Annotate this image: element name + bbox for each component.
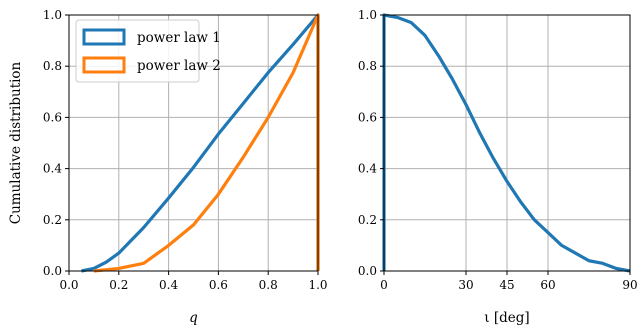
x-tick-label: 45 bbox=[499, 278, 514, 292]
y-tick-label: 0.4 bbox=[358, 162, 377, 176]
x-tick-label: 0 bbox=[380, 278, 388, 292]
y-tick-label: 0.8 bbox=[43, 59, 62, 73]
legend-swatch-2 bbox=[82, 56, 126, 74]
series-line-1 bbox=[81, 13, 320, 273]
y-tick-label: 0.8 bbox=[358, 59, 377, 73]
x-tick-label: 0.8 bbox=[259, 278, 278, 292]
y-tick-label: 0.2 bbox=[358, 213, 377, 227]
y-tick-label: 1.0 bbox=[358, 8, 377, 22]
y-tick-label: 0.2 bbox=[43, 213, 62, 227]
x-axis-label: ι [deg] bbox=[484, 310, 529, 326]
x-tick-label: 0.0 bbox=[59, 278, 78, 292]
x-tick-label: 60 bbox=[540, 278, 555, 292]
legend-swatch-1 bbox=[82, 28, 126, 46]
y-tick-label: 1.0 bbox=[43, 8, 62, 22]
y-tick-label: 0.6 bbox=[43, 110, 62, 124]
y-tick-label: 0.0 bbox=[43, 264, 62, 278]
y-tick-label: 0.0 bbox=[358, 264, 377, 278]
y-tick-label: 0.4 bbox=[43, 162, 62, 176]
x-tick-label: 30 bbox=[458, 278, 473, 292]
plot-frame bbox=[68, 14, 319, 272]
x-tick-label: 0.6 bbox=[209, 278, 228, 292]
chart-panel-1: 0.0 0.2 0.4 0.6 0.8 1.0 0.0 0.2 0.4 0.6 0.8 1.0 q Cum… bbox=[8, 8, 328, 326]
x-tick-label: 90 bbox=[622, 278, 637, 292]
y-axis-label: Cumulative distribution bbox=[8, 61, 24, 224]
legend-label-1: power law 1 bbox=[137, 30, 221, 46]
x-axis-label: q bbox=[189, 310, 198, 326]
series-line-2 bbox=[93, 13, 320, 273]
legend-label-2: power law 2 bbox=[137, 58, 221, 74]
x-tick-label: 1.0 bbox=[308, 278, 327, 292]
legend: power law 1 power law 2 bbox=[75, 19, 221, 83]
series-line-1 bbox=[382, 13, 631, 273]
x-tick-label: 0.2 bbox=[109, 278, 128, 292]
legend-box bbox=[75, 19, 200, 83]
chart-panel-2: 0 30 45 60 90 0.0 0.2 0.4 0.6 0.8 1.0 ι [deg] bbox=[358, 8, 638, 326]
y-tick-label: 0.6 bbox=[358, 110, 377, 124]
x-tick-label: 0.4 bbox=[159, 278, 178, 292]
